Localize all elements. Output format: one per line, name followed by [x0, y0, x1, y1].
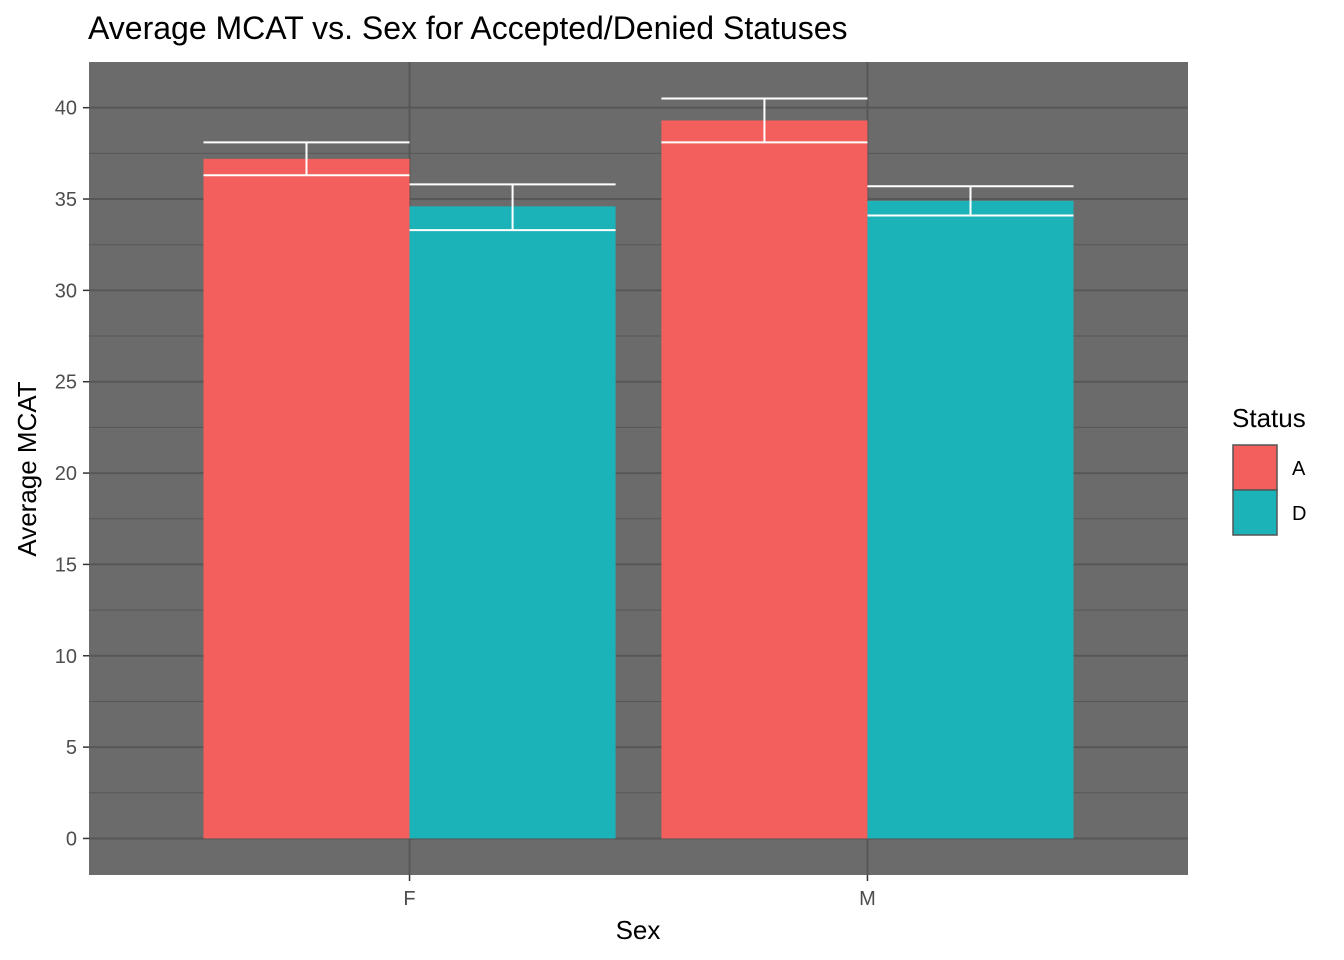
x-tick-label: F	[403, 888, 415, 910]
y-tick-label: 30	[55, 280, 77, 302]
y-tick-label: 25	[55, 372, 77, 394]
y-tick-label: 0	[66, 828, 77, 850]
bar-M-D	[867, 200, 1074, 839]
y-tick-label: 40	[55, 98, 77, 120]
error-bars	[203, 97, 1074, 232]
legend: Status A D	[1232, 403, 1306, 536]
y-tick-label: 10	[55, 646, 77, 668]
bars	[203, 120, 1074, 839]
bar-F-A	[203, 158, 410, 839]
y-axis: 0 5 10 15 20 25 30 35 40	[55, 98, 89, 850]
legend-key-A	[1232, 444, 1278, 491]
bar-F-D	[409, 206, 616, 839]
legend-key-D	[1232, 489, 1278, 536]
x-tick-label: M	[859, 888, 876, 910]
x-axis-title: Sex	[616, 915, 661, 945]
y-tick-label: 15	[55, 554, 77, 576]
y-tick-label: 35	[55, 189, 77, 211]
legend-label-A: A	[1292, 458, 1306, 480]
chart-title: Average MCAT vs. Sex for Accepted/Denied…	[88, 10, 848, 46]
y-axis-title: Average MCAT	[12, 381, 42, 556]
y-tick-label: 5	[66, 737, 77, 759]
legend-title: Status	[1232, 403, 1306, 433]
bar-M-A	[661, 120, 868, 839]
legend-label-D: D	[1292, 503, 1306, 525]
y-tick-label: 20	[55, 463, 77, 485]
